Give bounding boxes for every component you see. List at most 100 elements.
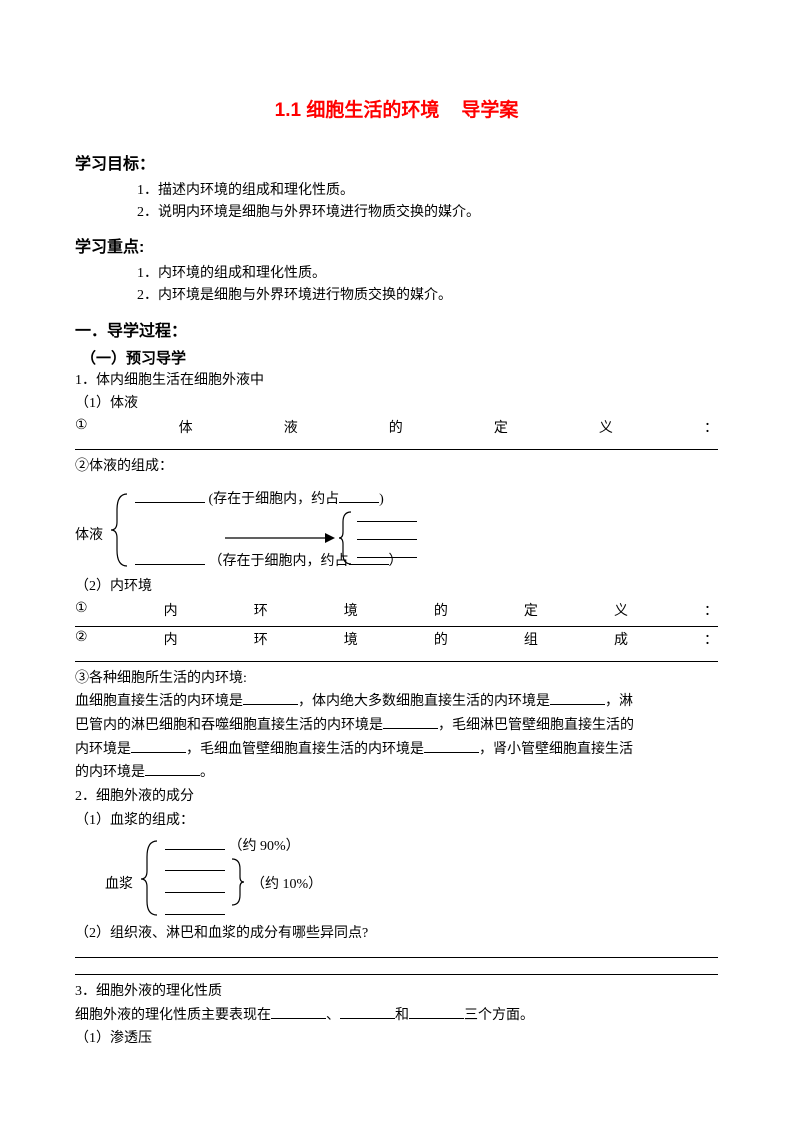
diagram-label: 体液 bbox=[75, 524, 103, 544]
char: 的 bbox=[434, 629, 448, 649]
item-2-1: （1）血浆的组成： bbox=[75, 810, 718, 832]
fill-blank[interactable] bbox=[339, 489, 379, 503]
char: 组 bbox=[524, 629, 538, 649]
fill-blank[interactable] bbox=[357, 508, 417, 522]
title-right: 导学案 bbox=[461, 100, 518, 121]
char: 成 bbox=[614, 629, 628, 649]
fill-blank[interactable] bbox=[357, 526, 417, 540]
fill-blank[interactable] bbox=[340, 1005, 395, 1019]
fill-blank[interactable] bbox=[550, 691, 605, 705]
process-heading: 一．导学过程： bbox=[75, 317, 718, 341]
worksheet-page: 1.1 细胞生活的环境导学案 学习目标： 1．描述内环境的组成和理化性质。 2．… bbox=[0, 0, 793, 1122]
char: 体 bbox=[179, 417, 193, 437]
item-1-3-head: ③各种细胞所生活的内环境: bbox=[75, 668, 718, 690]
diagram-label: 血浆 bbox=[105, 873, 133, 893]
fill-blank[interactable] bbox=[383, 715, 438, 729]
definition-row-1: ① 体 液 的 定 义 ： bbox=[75, 417, 718, 437]
brace-close-icon bbox=[230, 857, 246, 907]
text: ，毛细淋巴管壁细胞直接生活的 bbox=[438, 718, 634, 733]
text: 内环境是 bbox=[75, 742, 131, 757]
text: ，体内绝大多数细胞直接生活的内环境是 bbox=[298, 694, 550, 709]
item-1-1: （1）体液 bbox=[75, 393, 718, 415]
char: 环 bbox=[254, 600, 268, 620]
fill-blank[interactable] bbox=[165, 879, 225, 893]
focus-item: 2．内环境是细胞与外界环境进行物质交换的媒介。 bbox=[137, 285, 718, 307]
focus-heading: 学习重点: bbox=[75, 233, 718, 257]
goal-item: 2．说明内环境是细胞与外界环境进行物质交换的媒介。 bbox=[137, 202, 718, 224]
char: ： bbox=[704, 417, 718, 437]
text: 、 bbox=[326, 1008, 340, 1023]
diagram-text: (存在于细胞内，约占 bbox=[209, 492, 340, 507]
brace-icon bbox=[337, 510, 355, 566]
paragraph-line: 血细胞直接生活的内环境是 ，体内绝大多数细胞直接生活的内环境是 ，淋 bbox=[75, 691, 718, 713]
paragraph-line: 的内环境是 。 bbox=[75, 762, 718, 784]
char: ① bbox=[75, 600, 88, 620]
char: 环 bbox=[254, 629, 268, 649]
fill-blank[interactable] bbox=[135, 551, 205, 565]
fill-blank[interactable] bbox=[243, 691, 298, 705]
item-1-2: （2）内环境 bbox=[75, 576, 718, 598]
text: ，肾小管壁细胞直接生活 bbox=[479, 742, 633, 757]
answer-rule bbox=[75, 661, 718, 662]
goal-item: 1．描述内环境的组成和理化性质。 bbox=[137, 180, 718, 202]
title-left: 1.1 细胞生活的环境 bbox=[275, 100, 440, 121]
char: 内 bbox=[164, 629, 178, 649]
fill-blank[interactable] bbox=[424, 739, 479, 753]
body-fluid-diagram: 体液 (存在于细胞内，约占) （存在于细胞内，约占） bbox=[75, 484, 718, 574]
diagram-text: （存在于细胞内，约占 bbox=[209, 554, 349, 569]
char: 定 bbox=[494, 417, 508, 437]
plasma-diagram: 血浆 （约 90%） （约 10%） bbox=[75, 835, 718, 921]
fill-blank[interactable] bbox=[165, 857, 225, 871]
char: ② bbox=[75, 629, 88, 649]
text: 血细胞直接生活的内环境是 bbox=[75, 694, 243, 709]
fill-blank[interactable] bbox=[135, 489, 205, 503]
text: ，毛细血管壁细胞直接生活的内环境是 bbox=[186, 742, 424, 757]
text: 三个方面。 bbox=[464, 1008, 534, 1023]
text: 。 bbox=[200, 765, 214, 780]
pct-label: （约 90%） bbox=[229, 839, 300, 854]
text: 的内环境是 bbox=[75, 765, 145, 780]
paragraph-line: 巴管内的淋巴细胞和吞噬细胞直接生活的内环境是 ，毛细淋巴管壁细胞直接生活的 bbox=[75, 715, 718, 737]
char: 液 bbox=[284, 417, 298, 437]
arrow-icon bbox=[225, 528, 335, 548]
char: 境 bbox=[344, 629, 358, 649]
text: 巴管内的淋巴细胞和吞噬细胞直接生活的内环境是 bbox=[75, 718, 383, 733]
text: 和 bbox=[395, 1008, 409, 1023]
brace-icon bbox=[139, 839, 161, 917]
item-1: 1．体内细胞生活在细胞外液中 bbox=[75, 370, 718, 392]
char: 的 bbox=[434, 600, 448, 620]
item-3: 3．细胞外液的理化性质 bbox=[75, 981, 718, 1003]
char: 义 bbox=[614, 600, 628, 620]
answer-rule bbox=[75, 626, 718, 627]
item-3-line: 细胞外液的理化性质主要表现在、和三个方面。 bbox=[75, 1005, 718, 1027]
fill-blank[interactable] bbox=[165, 901, 225, 915]
brace-icon bbox=[109, 492, 131, 568]
fill-blank[interactable] bbox=[409, 1005, 464, 1019]
char: ： bbox=[704, 629, 718, 649]
item-3-1: （1）渗透压 bbox=[75, 1028, 718, 1050]
char: 内 bbox=[164, 600, 178, 620]
diagram-text: ) bbox=[379, 492, 384, 507]
preview-heading: （一）预习导学 bbox=[81, 347, 718, 368]
text: ，淋 bbox=[605, 694, 633, 709]
char: 的 bbox=[389, 417, 403, 437]
char: ① bbox=[75, 417, 88, 437]
paragraph-line: 内环境是 ，毛细血管壁细胞直接生活的内环境是 ，肾小管壁细胞直接生活 bbox=[75, 739, 718, 761]
item-2-2: （2）组织液、淋巴和血浆的成分有哪些异同点? bbox=[75, 923, 718, 945]
focus-list: 1．内环境的组成和理化性质。 2．内环境是细胞与外界环境进行物质交换的媒介。 bbox=[137, 263, 718, 306]
fill-blank[interactable] bbox=[165, 836, 225, 850]
fill-blank[interactable] bbox=[145, 762, 200, 776]
fill-blank[interactable] bbox=[131, 739, 186, 753]
answer-rule bbox=[75, 957, 718, 958]
char: 定 bbox=[524, 600, 538, 620]
focus-item: 1．内环境的组成和理化性质。 bbox=[137, 263, 718, 285]
definition-row-2: ① 内 环 境 的 定 义 ： bbox=[75, 600, 718, 620]
fill-blank[interactable] bbox=[357, 544, 417, 558]
definition-row-3: ② 内 环 境 的 组 成 ： bbox=[75, 629, 718, 649]
composition-heading: ②体液的组成： bbox=[75, 456, 718, 478]
char: 境 bbox=[344, 600, 358, 620]
fill-blank[interactable] bbox=[271, 1005, 326, 1019]
goals-list: 1．描述内环境的组成和理化性质。 2．说明内环境是细胞与外界环境进行物质交换的媒… bbox=[137, 180, 718, 223]
answer-rule bbox=[75, 449, 718, 450]
pct-label: （约 10%） bbox=[251, 873, 322, 893]
